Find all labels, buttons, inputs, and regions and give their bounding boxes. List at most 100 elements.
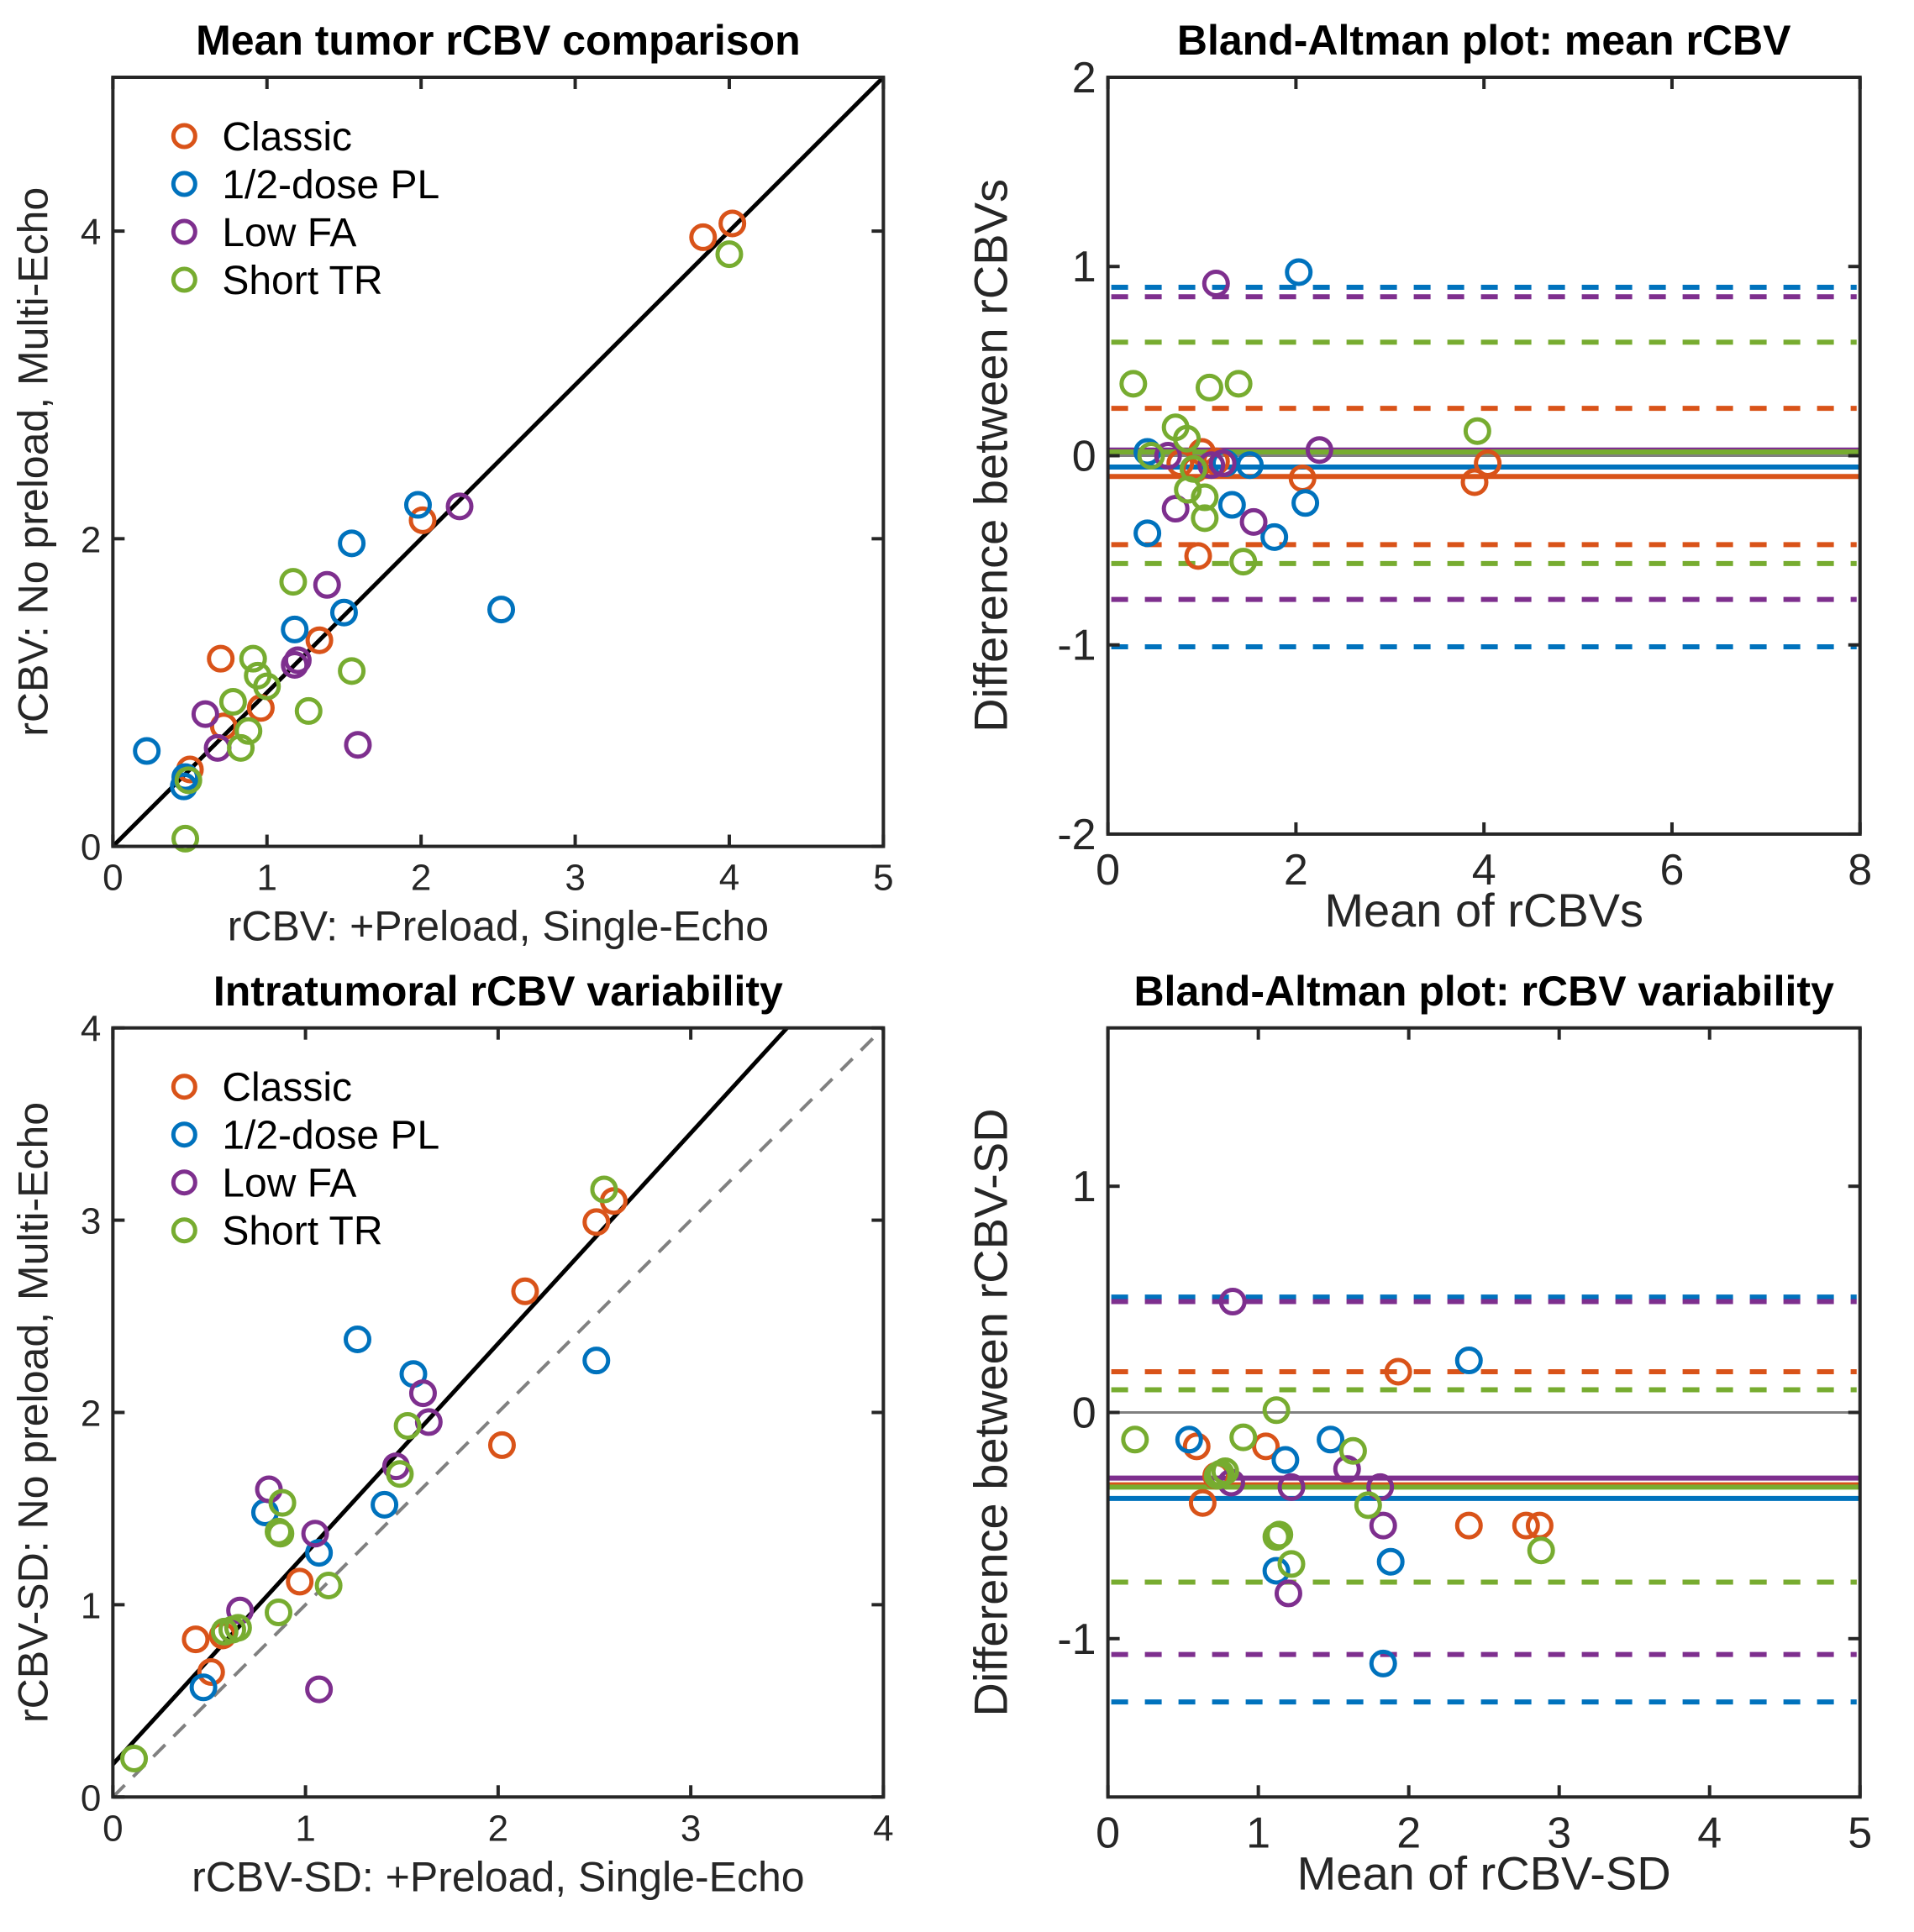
legend-label: Classic — [222, 115, 352, 160]
data-point — [266, 1520, 295, 1548]
y-tick-label: 1 — [81, 1585, 101, 1626]
data-point — [715, 240, 744, 269]
x-axis-label: rCBV-SD: +Preload, Single-Echo — [192, 1853, 805, 1900]
data-point — [1217, 491, 1246, 519]
data-point — [1338, 1436, 1367, 1465]
data-point — [1527, 1536, 1555, 1565]
x-axis-label: Mean of rCBV-SD — [1297, 1846, 1671, 1899]
data-point — [223, 1614, 252, 1642]
data-point — [590, 1175, 618, 1204]
legend-label: Low FA — [222, 211, 356, 255]
data-point — [1369, 1511, 1397, 1540]
data-point — [1137, 441, 1165, 470]
data-point — [582, 1208, 611, 1236]
data-point — [1317, 1425, 1345, 1454]
data-point — [1260, 522, 1289, 551]
data-point — [403, 491, 432, 519]
x-tick-label: 4 — [719, 858, 739, 899]
data-point — [1262, 1396, 1291, 1425]
y-axis-label: rCBV-SD: No preload, Multi-Echo — [9, 1102, 56, 1723]
data-point — [210, 1617, 239, 1646]
data-point — [1224, 370, 1253, 398]
panel-sd-scatter: Intratumoral rCBV variability rCBV-SD: +… — [9, 968, 893, 1900]
data-point — [511, 1277, 539, 1305]
legend-marker-icon — [171, 1121, 197, 1148]
data-point — [344, 731, 372, 759]
data-point — [1252, 1432, 1280, 1461]
x-tick-label: 0 — [103, 1808, 123, 1849]
panel-title: Intratumoral rCBV variability — [213, 968, 783, 1015]
data-point — [218, 687, 247, 716]
y-tick-label: 4 — [81, 1009, 101, 1050]
y-axis-label: rCBV: No preload, Multi-Echo — [9, 187, 56, 737]
data-point — [1463, 417, 1491, 445]
data-point — [253, 672, 281, 701]
data-point — [1474, 449, 1502, 477]
x-tick-label: 3 — [565, 858, 585, 899]
data-point — [197, 1657, 225, 1686]
data-point — [1229, 1423, 1258, 1452]
x-axis-label: rCBV: +Preload, Single-Echo — [228, 903, 769, 950]
data-point — [305, 626, 334, 654]
data-point — [1262, 1557, 1291, 1585]
plot-area: 0 1 2 3 4 5 0 2 4 — [81, 75, 894, 899]
y-tick-label: 0 — [81, 1777, 101, 1819]
data-point — [386, 1460, 414, 1488]
panel-mean-scatter: Mean tumor rCBV comparison rCBV: +Preloa… — [9, 17, 893, 949]
regression-line — [113, 1027, 789, 1767]
legend-marker-icon — [171, 171, 197, 197]
data-point — [1133, 438, 1162, 466]
data-point — [344, 1326, 372, 1354]
data-point — [207, 644, 235, 673]
x-tick-label: 4 — [1697, 1809, 1722, 1857]
plot-area: 0 1 2 3 4 5 -1 0 1 — [1057, 1026, 1872, 1857]
panel-title: Mean tumor rCBV comparison — [196, 17, 801, 64]
data-point — [338, 657, 366, 685]
y-tick-label: 4 — [81, 212, 101, 253]
data-point — [234, 717, 263, 745]
data-point — [445, 492, 474, 521]
data-point — [301, 1520, 329, 1548]
x-tick-label: 6 — [1660, 846, 1685, 895]
legend-marker-icon — [171, 266, 197, 293]
data-point — [1188, 1488, 1217, 1517]
identity-line — [111, 1026, 885, 1798]
x-tick-label: 0 — [1096, 1809, 1120, 1857]
y-tick-label: 2 — [81, 519, 101, 560]
legend-label: Short TR — [222, 1210, 382, 1254]
x-tick-label: 2 — [1284, 846, 1308, 895]
legend-item-low-fa: Low FA — [171, 211, 356, 255]
legend-label: Short TR — [222, 259, 382, 303]
data-point — [1454, 1347, 1483, 1375]
data-point — [1285, 258, 1313, 286]
data-point — [314, 1571, 343, 1599]
data-point — [1305, 436, 1333, 465]
x-tick-label: 0 — [103, 858, 123, 899]
data-point — [1179, 454, 1207, 483]
x-tick-label: 2 — [1396, 1809, 1421, 1857]
data-point — [1121, 1425, 1149, 1454]
data-point — [305, 1539, 334, 1567]
x-tick-label: 4 — [873, 1808, 893, 1849]
data-point — [120, 1744, 149, 1772]
y-tick-label: 1 — [1072, 243, 1096, 291]
data-point — [239, 644, 267, 673]
data-point — [294, 696, 323, 725]
data-point — [1191, 504, 1219, 533]
legend-label: 1/2-dose PL — [222, 163, 439, 207]
data-point — [1384, 1357, 1412, 1386]
data-point — [689, 223, 718, 251]
data-point — [1277, 1550, 1306, 1578]
data-point — [1218, 1288, 1247, 1316]
data-point — [1291, 489, 1320, 517]
data-point — [371, 1490, 399, 1519]
data-point — [1271, 1446, 1300, 1474]
data-point — [191, 700, 219, 728]
legend-marker-icon — [171, 1217, 197, 1244]
data-point — [487, 1431, 516, 1459]
data-point — [181, 1625, 210, 1654]
data-point — [487, 596, 516, 624]
panel-title: Bland-Altman plot: rCBV variability — [1133, 968, 1834, 1015]
data-point — [1161, 495, 1190, 523]
